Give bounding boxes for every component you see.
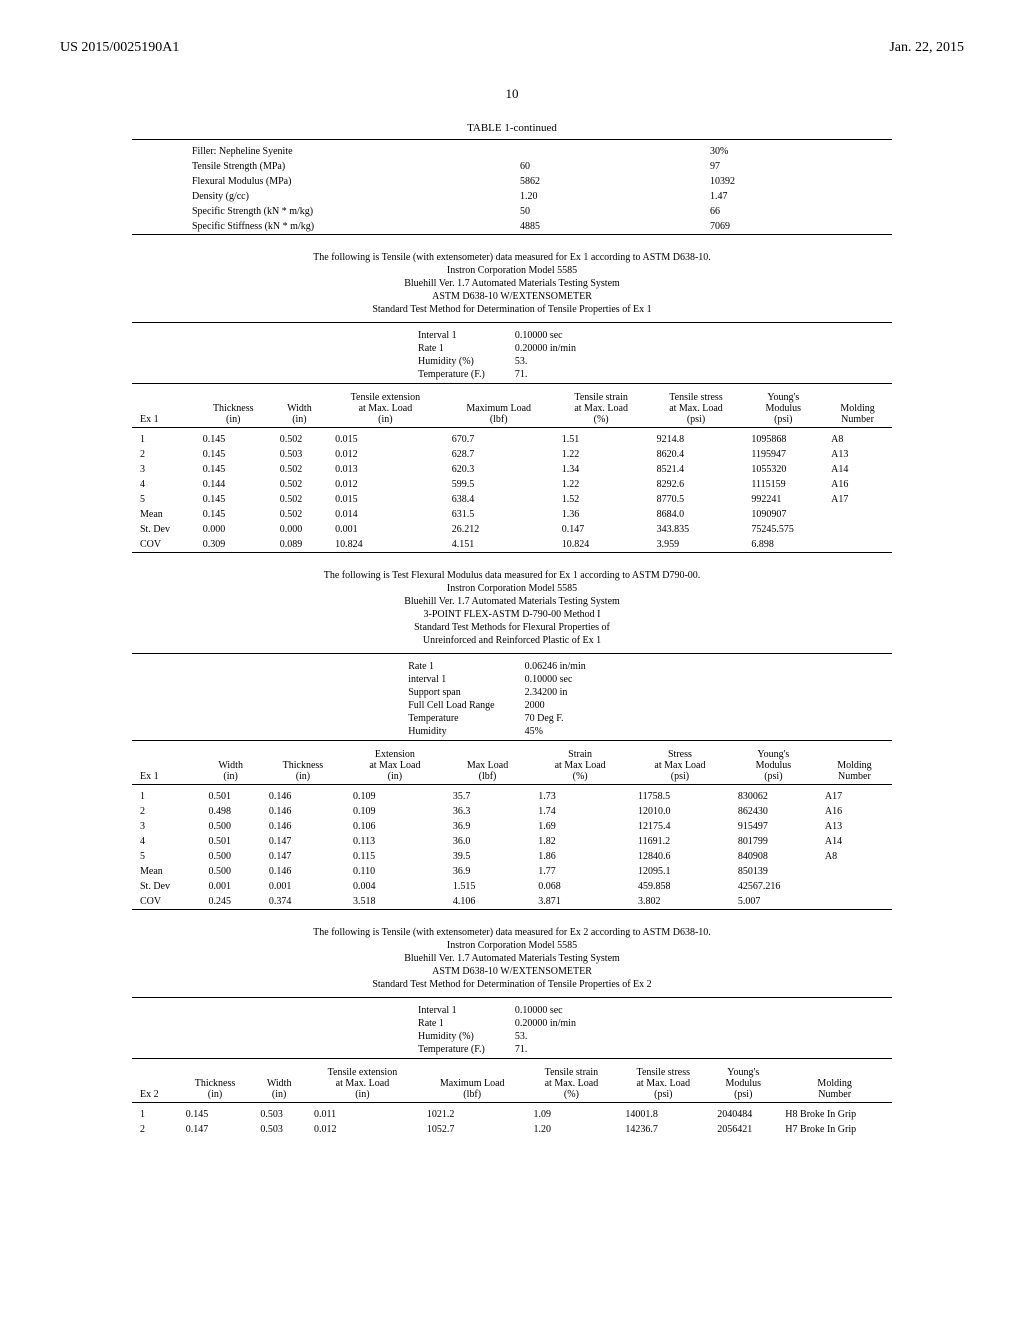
header-left: US 2015/0025190A1: [60, 40, 179, 56]
param-row: Interval 10.10000 sec: [418, 1004, 606, 1017]
data-row: 10.5010.1460.10935.71.7311758.5830062A17: [132, 789, 892, 804]
data-row: 30.1450.5020.013620.31.348521.41055320A1…: [132, 462, 892, 477]
table-header-row: Ex 1Thickness(in)Width(in)Tensile extens…: [132, 388, 892, 428]
param-row: Humidity45%: [408, 725, 616, 738]
param-row: Interval 10.10000 sec: [418, 329, 606, 342]
data-row: 10.1450.5020.015670.71.519214.81095868A8: [132, 432, 892, 447]
data-row: 20.4980.1460.10936.31.7412010.0862430A16: [132, 804, 892, 819]
param-row: Support span2.34200 in: [408, 686, 616, 699]
data-row: COV0.3090.08910.8244.15110.8243.9596.898: [132, 537, 892, 553]
section2-table: Rate 10.06246 in/mininterval 10.10000 se…: [132, 653, 892, 914]
table1-row: Specific Strength (kN * m/kg)5066: [132, 204, 892, 219]
param-row: Humidity (%)53.: [418, 1030, 606, 1043]
section1-params: Interval 10.10000 secRate 10.20000 in/mi…: [418, 329, 606, 381]
section2-intro: The following is Test Flexural Modulus d…: [132, 569, 892, 647]
section3-table: Interval 10.10000 secRate 10.20000 in/mi…: [132, 997, 892, 1137]
table1-row: Density (g/cc)1.201.47: [132, 189, 892, 204]
data-row: 30.5000.1460.10636.91.6912175.4915497A13: [132, 819, 892, 834]
data-row: 20.1450.5030.012628.71.228620.41195947A1…: [132, 447, 892, 462]
page-header: US 2015/0025190A1 Jan. 22, 2015: [60, 40, 964, 56]
data-row: 10.1450.5030.0111021.21.0914001.82040484…: [132, 1107, 892, 1122]
table-header-row: Ex 1Width(in)Thickness(in)Extensionat Ma…: [132, 745, 892, 785]
param-row: Rate 10.20000 in/min: [418, 342, 606, 355]
param-row: interval 10.10000 sec: [408, 673, 616, 686]
data-row: 50.1450.5020.015638.41.528770.5992241A17: [132, 492, 892, 507]
page-number: 10: [60, 86, 964, 102]
param-row: Temperature (F.)71.: [418, 1043, 606, 1056]
param-row: Rate 10.06246 in/min: [408, 660, 616, 673]
section3-intro: The following is Tensile (with extensome…: [132, 926, 892, 991]
data-row: 40.5010.1470.11336.01.8211691.2801799A14: [132, 834, 892, 849]
section2-params: Rate 10.06246 in/mininterval 10.10000 se…: [408, 660, 616, 738]
data-row: COV0.2450.3743.5184.1063.8713.8025.007: [132, 894, 892, 910]
table-header-row: Ex 2Thickness(in)Width(in)Tensile extens…: [132, 1063, 892, 1103]
param-row: Temperature (F.)71.: [418, 368, 606, 381]
table1-row: Specific Stiffness (kN * m/kg)48857069: [132, 219, 892, 235]
section1-intro: The following is Tensile (with extensome…: [132, 251, 892, 316]
param-row: Rate 10.20000 in/min: [418, 1017, 606, 1030]
table1-row: Filler: Nepheline Syenite30%: [132, 144, 892, 159]
table1-caption: TABLE 1-continued: [132, 122, 892, 134]
data-row: 40.1440.5020.012599.51.228292.61115159A1…: [132, 477, 892, 492]
data-row: Mean0.1450.5020.014631.51.368684.0109090…: [132, 507, 892, 522]
data-row: 20.1470.5030.0121052.71.2014236.72056421…: [132, 1122, 892, 1137]
table1-row: Tensile Strength (MPa)6097: [132, 159, 892, 174]
table1: Filler: Nepheline Syenite30%Tensile Stre…: [132, 139, 892, 239]
param-row: Full Cell Load Range2000: [408, 699, 616, 712]
param-row: Temperature70 Deg F.: [408, 712, 616, 725]
header-right: Jan. 22, 2015: [889, 40, 964, 56]
section3-params: Interval 10.10000 secRate 10.20000 in/mi…: [418, 1004, 606, 1056]
section1-table: Interval 10.10000 secRate 10.20000 in/mi…: [132, 322, 892, 557]
table1-row: Flexural Modulus (MPa)586210392: [132, 174, 892, 189]
data-row: St. Dev0.0010.0010.0041.5150.068459.8584…: [132, 879, 892, 894]
data-row: 50.5000.1470.11539.51.8612840.6840908A8: [132, 849, 892, 864]
data-row: Mean0.5000.1460.11036.91.7712095.1850139: [132, 864, 892, 879]
data-row: St. Dev0.0000.0000.00126.2120.147343.835…: [132, 522, 892, 537]
param-row: Humidity (%)53.: [418, 355, 606, 368]
